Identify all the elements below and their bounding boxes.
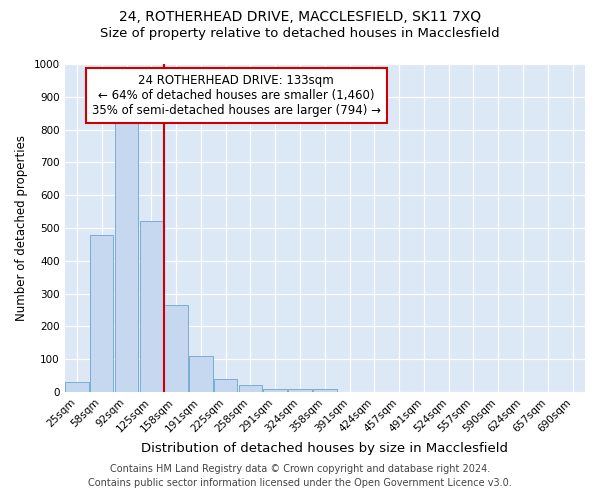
Bar [140, 222, 163, 392]
Text: Contains HM Land Registry data © Crown copyright and database right 2024.
Contai: Contains HM Land Registry data © Crown c… [88, 464, 512, 487]
Bar [288, 388, 312, 392]
Bar [164, 305, 188, 392]
Bar [214, 380, 238, 392]
Text: 24 ROTHERHEAD DRIVE: 133sqm
← 64% of detached houses are smaller (1,460)
35% of : 24 ROTHERHEAD DRIVE: 133sqm ← 64% of det… [92, 74, 381, 117]
Text: 24, ROTHERHEAD DRIVE, MACCLESFIELD, SK11 7XQ: 24, ROTHERHEAD DRIVE, MACCLESFIELD, SK11… [119, 10, 481, 24]
Bar [263, 388, 287, 392]
Bar [90, 234, 113, 392]
Bar [189, 356, 212, 392]
Bar [239, 386, 262, 392]
Bar [115, 123, 138, 392]
Text: Size of property relative to detached houses in Macclesfield: Size of property relative to detached ho… [100, 28, 500, 40]
Bar [65, 382, 89, 392]
Y-axis label: Number of detached properties: Number of detached properties [15, 135, 28, 321]
X-axis label: Distribution of detached houses by size in Macclesfield: Distribution of detached houses by size … [141, 442, 508, 455]
Bar [313, 388, 337, 392]
